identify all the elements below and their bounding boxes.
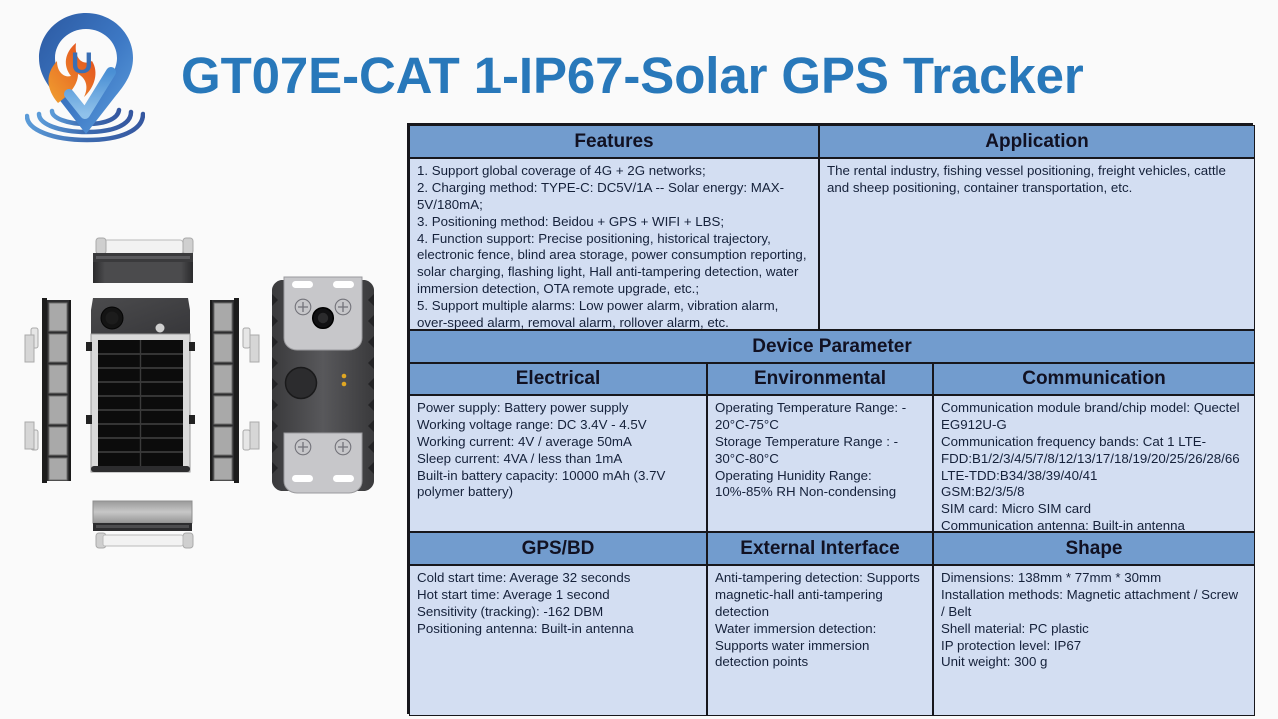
svg-text:U: U [71,47,93,80]
